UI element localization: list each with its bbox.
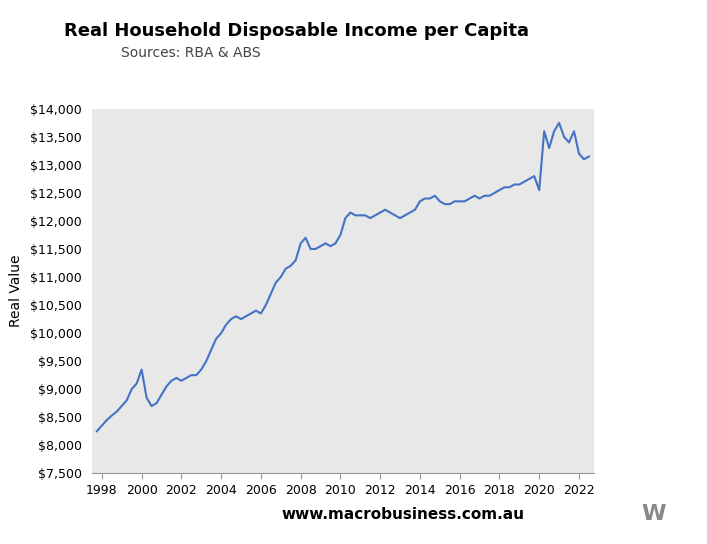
Text: BUSINESS: BUSINESS — [583, 57, 644, 66]
Text: W: W — [642, 504, 666, 524]
Text: Real Household Disposable Income per Capita: Real Household Disposable Income per Cap… — [64, 22, 530, 40]
Text: www.macrobusiness.com.au: www.macrobusiness.com.au — [281, 507, 525, 522]
Y-axis label: Real Value: Real Value — [9, 255, 23, 327]
Text: Sources: RBA & ABS: Sources: RBA & ABS — [121, 46, 261, 60]
Text: MACRO: MACRO — [582, 30, 645, 46]
